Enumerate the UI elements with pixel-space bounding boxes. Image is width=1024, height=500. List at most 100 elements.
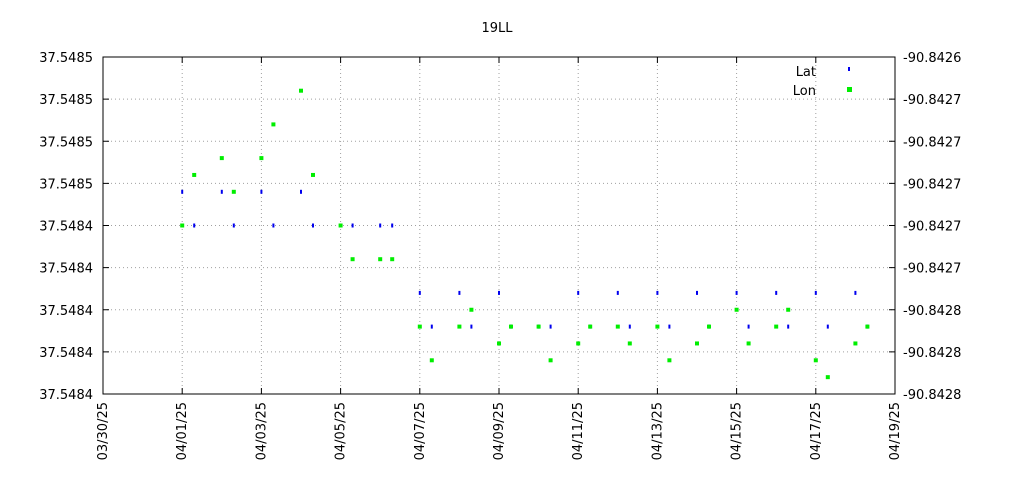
lat-point	[181, 189, 184, 194]
y-left-tick-label: 37.5484	[39, 220, 93, 235]
x-tick-label: 04/01/25	[175, 402, 190, 460]
lat-point	[300, 189, 302, 194]
lon-point	[695, 341, 699, 346]
data-points	[180, 88, 870, 380]
lon-point	[390, 257, 395, 262]
lat-point	[826, 324, 829, 329]
lat-point	[470, 324, 473, 329]
lon-point	[813, 358, 818, 363]
lat-point	[260, 189, 263, 194]
lon-point	[774, 324, 779, 329]
lon-point	[219, 156, 224, 161]
y-left-tick-label: 37.5484	[39, 388, 93, 403]
lat-point	[656, 290, 659, 295]
lat-point	[391, 223, 394, 228]
y-left-tick-label: 37.5485	[39, 177, 93, 192]
y-left-tick-label: 37.5484	[39, 304, 93, 319]
legend: Lat Lon	[793, 65, 852, 99]
lat-point	[418, 290, 421, 295]
lon-point	[615, 324, 620, 329]
lat-point	[747, 324, 750, 329]
lon-point	[417, 324, 422, 329]
lon-point	[469, 307, 474, 312]
lon-point	[259, 156, 264, 161]
x-tick-label: 04/11/25	[571, 402, 586, 460]
lon-point	[825, 375, 830, 380]
y-right-tick-label: -90.8427	[903, 135, 961, 150]
lat-point	[577, 290, 580, 295]
lon-point	[667, 358, 672, 363]
chart-title: 19LL	[481, 21, 513, 36]
lon-point	[627, 341, 632, 346]
lon-point	[588, 324, 593, 329]
x-tick-label: 04/17/25	[809, 402, 824, 460]
lon-point	[311, 172, 315, 177]
lat-point	[814, 290, 817, 295]
x-tick-label: 04/15/25	[730, 402, 745, 460]
lat-point	[498, 290, 500, 295]
lon-point	[378, 257, 383, 262]
legend-marker-lat	[848, 67, 850, 71]
lon-point	[536, 324, 541, 329]
lon-point	[786, 307, 791, 312]
lat-point	[232, 223, 235, 228]
lat-point	[854, 290, 857, 295]
lat-point	[379, 223, 382, 228]
lon-point	[429, 358, 434, 363]
y-right-tick-label: -90.8428	[903, 304, 961, 319]
x-tick-label: 04/05/25	[334, 402, 349, 460]
y-left-tick-label: 37.5484	[39, 346, 93, 361]
lat-point	[696, 290, 698, 295]
y-right-tick-label: -90.8428	[903, 388, 961, 403]
lon-point	[299, 88, 303, 93]
lat-point	[549, 324, 552, 329]
lon-point	[497, 341, 501, 346]
lat-point	[735, 290, 738, 295]
lat-point	[616, 290, 619, 295]
lon-point	[231, 189, 236, 194]
legend-marker-lon	[847, 87, 852, 92]
lat-point	[787, 324, 790, 329]
x-tick-label: 04/07/25	[413, 402, 428, 460]
legend-label-lon: Lon	[793, 84, 816, 99]
y-right-tick-label: -90.8427	[903, 93, 961, 108]
x-tick-label: 03/30/25	[96, 402, 111, 460]
lon-point	[707, 324, 711, 329]
lat-point	[775, 290, 778, 295]
grid-lines	[103, 57, 895, 394]
lat-point	[220, 189, 223, 194]
lon-point	[853, 341, 858, 346]
lon-point	[180, 223, 185, 228]
y-left-tick-label: 37.5485	[39, 51, 93, 66]
lon-point	[746, 341, 751, 346]
y-right-tick-label: -90.8427	[903, 177, 961, 192]
x-tick-label: 04/13/25	[650, 402, 665, 460]
lat-point	[628, 324, 631, 329]
lon-point	[509, 324, 513, 329]
lon-point	[192, 172, 197, 177]
axes: 03/30/25 04/01/25 04/03/25 04/05/25 04/07/25…	[39, 51, 961, 460]
lat-point	[351, 223, 354, 228]
x-tick-label: 04/09/25	[492, 402, 507, 460]
lat-point	[668, 324, 671, 329]
y-right-tick-label: -90.8428	[903, 346, 961, 361]
legend-label-lat: Lat	[796, 65, 816, 80]
lat-point	[272, 223, 275, 228]
y-right-tick-label: -90.8427	[903, 262, 961, 277]
lon-point	[338, 223, 343, 228]
y-left-tick-label: 37.5484	[39, 262, 93, 277]
lon-point	[734, 307, 739, 312]
lon-point	[655, 324, 660, 329]
lat-point	[193, 223, 196, 228]
lat-point	[312, 223, 314, 228]
lon-point	[548, 358, 553, 363]
lat-point	[458, 290, 461, 295]
y-right-tick-label: -90.8426	[903, 51, 961, 66]
lat-point	[430, 324, 433, 329]
x-tick-label: 04/19/25	[888, 402, 903, 460]
lon-point	[350, 257, 355, 262]
x-tick-label: 04/03/25	[254, 402, 269, 460]
lon-point	[865, 324, 870, 329]
lon-point	[457, 324, 462, 329]
y-right-tick-label: -90.8427	[903, 220, 961, 235]
